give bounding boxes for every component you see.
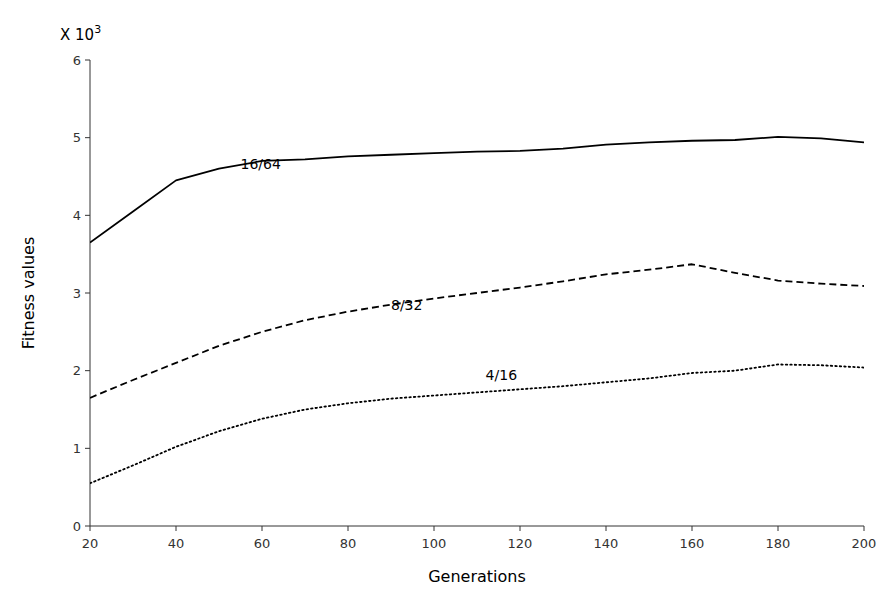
x-tick-label: 60 [254, 536, 271, 551]
scale-exponent: 3 [94, 23, 101, 36]
y-axis-label: Fitness values [19, 237, 38, 350]
x-tick [864, 526, 865, 531]
x-tick-label: 180 [766, 536, 791, 551]
y-tick-label: 4 [73, 208, 81, 223]
annotation: 16/64 [241, 156, 281, 172]
annotation: 4/16 [486, 367, 518, 383]
x-tick-label: 160 [680, 536, 705, 551]
x-tick [692, 526, 693, 531]
x-tick-label: 100 [422, 536, 447, 551]
scale-label-group: X 103 [60, 23, 101, 44]
series-line [90, 137, 864, 243]
y-tick-label: 0 [73, 519, 81, 534]
x-tick-label: 40 [168, 536, 185, 551]
y-tick-label: 6 [73, 53, 81, 68]
x-tick [348, 526, 349, 531]
y-tick-label: 1 [73, 441, 81, 456]
x-tick-label: 20 [82, 536, 99, 551]
y-tick-label: 5 [73, 130, 81, 145]
x-tick-label: 200 [852, 536, 877, 551]
y-tick [85, 526, 90, 527]
y-tick [85, 60, 90, 61]
x-axis-label: Generations [428, 567, 526, 586]
y-tick [85, 137, 90, 138]
x-tick-label: 120 [508, 536, 533, 551]
y-tick [85, 293, 90, 294]
x-tick [262, 526, 263, 531]
y-tick [85, 215, 90, 216]
background [0, 0, 894, 606]
x-tick [176, 526, 177, 531]
y-tick-label: 3 [73, 286, 81, 301]
x-tick [778, 526, 779, 531]
x-tick [434, 526, 435, 531]
series-line [90, 264, 864, 398]
y-tick [85, 448, 90, 449]
y-tick-label: 2 [73, 363, 81, 378]
scale-label: X 10 [60, 26, 94, 44]
x-tick-label: 80 [340, 536, 357, 551]
x-tick-label: 140 [594, 536, 619, 551]
x-tick [520, 526, 521, 531]
x-tick [90, 526, 91, 531]
x-axis-line [90, 526, 864, 527]
x-tick [606, 526, 607, 531]
chart: 20 40 60 80 100 120 140 160 180 200 0 1 2 3 4 5 6 Generat… [0, 0, 894, 606]
annotation: 8/32 [391, 297, 422, 313]
plot-lines [90, 137, 864, 483]
series-line [90, 364, 864, 483]
y-tick [85, 370, 90, 371]
